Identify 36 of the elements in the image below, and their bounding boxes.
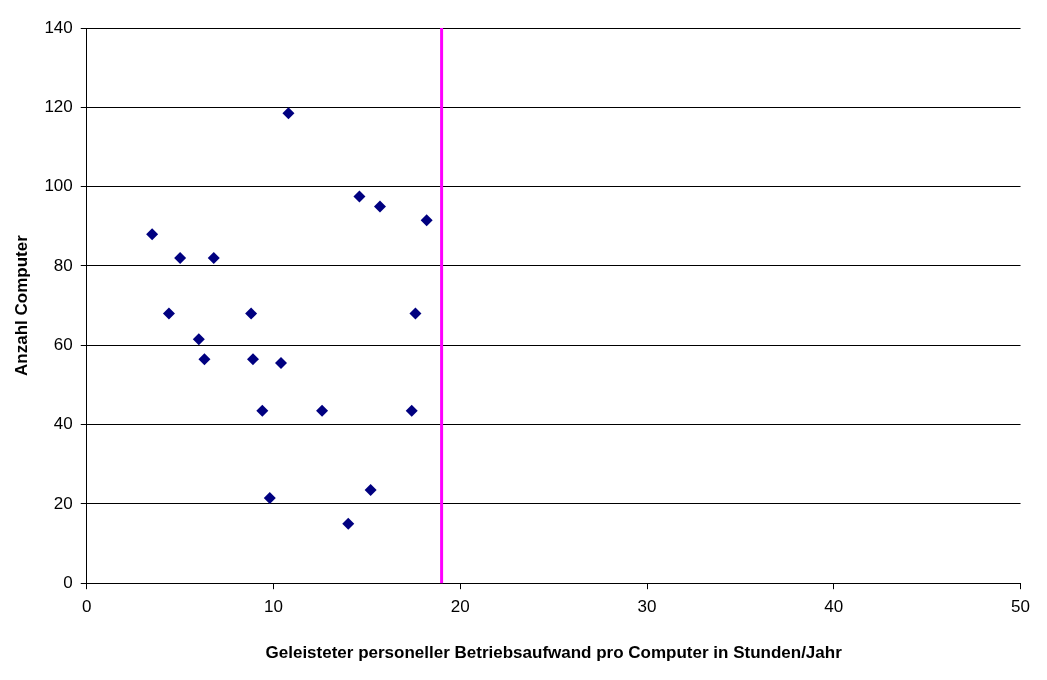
point — [246, 353, 259, 366]
point — [192, 333, 205, 346]
y-tick-label: 60 — [53, 334, 73, 354]
y-tick-label: 100 — [44, 176, 73, 196]
point — [373, 200, 386, 213]
point — [316, 404, 329, 417]
y-tick-label: 0 — [63, 572, 73, 592]
point — [420, 214, 433, 227]
x-tick-label: 20 — [450, 597, 470, 617]
point — [342, 517, 355, 530]
x-tick-label: 0 — [82, 597, 92, 617]
y-tick-label: 140 — [44, 17, 73, 37]
point — [282, 107, 295, 120]
x-tick-label: 40 — [824, 597, 844, 617]
point — [162, 307, 175, 320]
point — [245, 307, 258, 320]
x-axis-title: Geleisteter personeller Betriebsaufwand pro Computer in Stunden/Jahr — [265, 643, 843, 663]
x-tick-label: 50 — [1011, 597, 1031, 617]
point — [256, 404, 269, 417]
point — [409, 307, 422, 320]
y-tick-label: 20 — [53, 493, 73, 513]
y-tick-label: 80 — [53, 255, 73, 275]
x-tick-label: 10 — [264, 597, 283, 617]
point — [274, 357, 287, 370]
point — [207, 252, 220, 265]
x-tick-label: 30 — [637, 597, 657, 617]
point — [353, 190, 366, 203]
point — [405, 404, 418, 417]
y-tick-label: 40 — [53, 414, 73, 434]
y-tick-label: 120 — [44, 97, 73, 116]
y-axis-title: Anzahl Computer — [11, 234, 31, 376]
point — [364, 484, 377, 497]
point — [263, 491, 276, 504]
point — [146, 228, 159, 241]
point — [174, 252, 187, 265]
point — [198, 353, 211, 366]
